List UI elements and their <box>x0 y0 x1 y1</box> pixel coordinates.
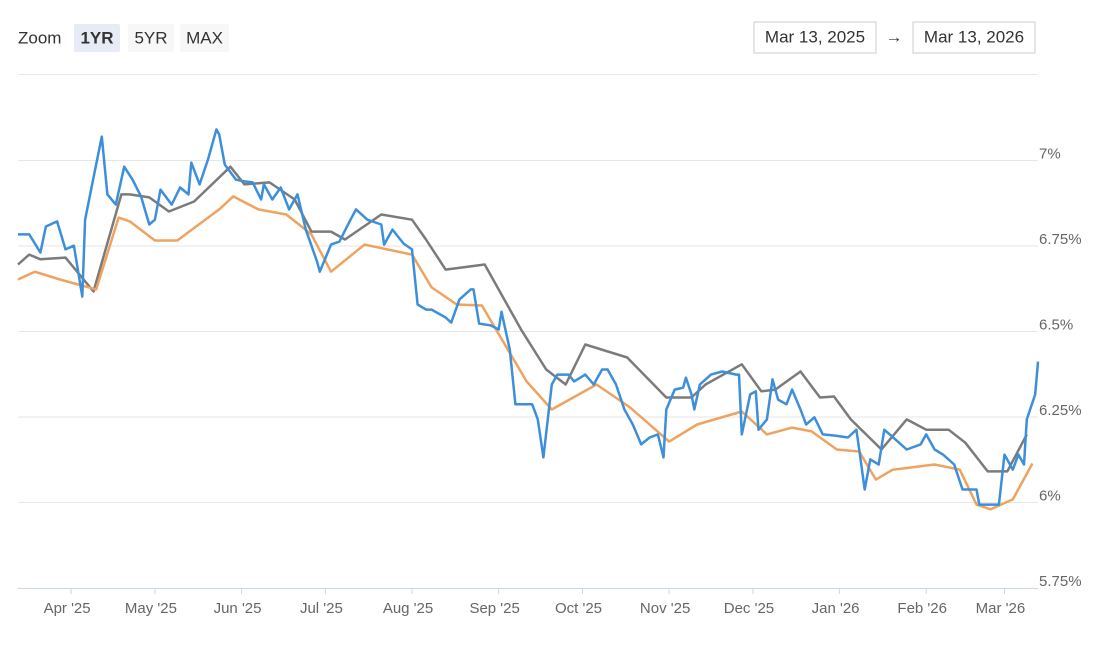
series-line <box>18 128 1040 506</box>
zoom-button[interactable] <box>74 24 120 52</box>
y-tick-label: 6.25% <box>1039 402 1082 419</box>
from-date-box[interactable] <box>753 21 877 54</box>
x-tick-label: May '25 <box>125 600 177 617</box>
range-separator: → <box>886 27 903 46</box>
x-tick-label: Apr '25 <box>44 600 91 617</box>
y-tick-label: 7% <box>1039 145 1061 162</box>
x-tick-label: Sep '25 <box>469 600 519 617</box>
x-tick-label: Oct '25 <box>555 600 602 617</box>
x-tick-label: Feb '26 <box>897 600 947 617</box>
x-tick-label: Jul '25 <box>300 600 343 617</box>
series-line <box>17 165 1028 473</box>
from-date[interactable]: Mar 13, 2025 <box>765 27 865 46</box>
x-tick-label: Jun '25 <box>214 600 262 617</box>
x-tick-label: Jan '26 <box>812 600 860 617</box>
series-line <box>17 195 1034 511</box>
y-tick-label: 6% <box>1039 487 1061 504</box>
x-tick-label: Dec '25 <box>724 600 774 617</box>
zoom-button[interactable] <box>180 24 229 52</box>
to-date[interactable]: Mar 13, 2026 <box>924 27 1024 46</box>
y-tick-label: 5.75% <box>1039 573 1082 590</box>
zoom-button-label[interactable]: MAX <box>186 28 223 47</box>
to-date-box[interactable] <box>912 21 1036 54</box>
zoom-button[interactable] <box>128 24 174 52</box>
zoom-button-label[interactable]: 5YR <box>134 28 167 47</box>
zoom-label: Zoom <box>18 28 61 47</box>
zoom-button-label[interactable]: 1YR <box>80 28 113 47</box>
x-tick-label: Aug '25 <box>383 600 433 617</box>
y-tick-label: 6.5% <box>1039 316 1073 333</box>
y-tick-label: 6.75% <box>1039 231 1082 248</box>
x-tick-label: Nov '25 <box>640 600 690 617</box>
x-tick-label: Mar '26 <box>976 600 1026 617</box>
